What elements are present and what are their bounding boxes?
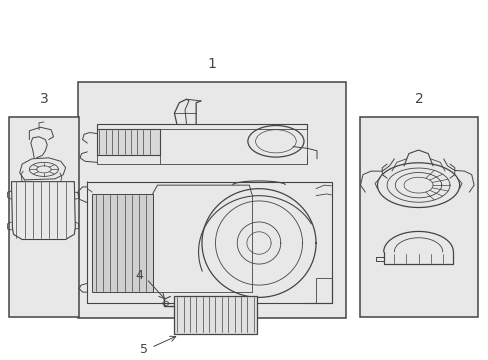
Bar [92,194,152,292]
Text: 5: 5 [140,343,147,356]
Bar [78,82,346,319]
Bar [97,129,160,155]
Bar [359,117,477,317]
Bar [9,117,79,317]
Text: 1: 1 [207,57,216,71]
Text: 3: 3 [40,92,48,106]
Bar [174,296,256,334]
Text: 2: 2 [414,92,423,106]
Text: 4: 4 [135,269,142,282]
